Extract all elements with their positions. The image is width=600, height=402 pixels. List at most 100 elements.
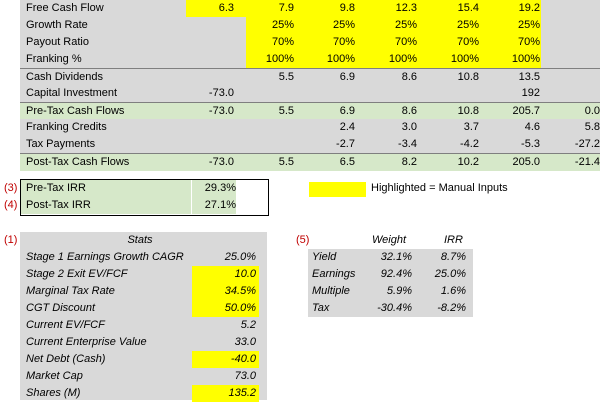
breakdown-irr[interactable]: 1.6% bbox=[440, 285, 466, 297]
cell-value[interactable]: 100% bbox=[511, 53, 540, 65]
cell-value[interactable]: 100% bbox=[450, 53, 479, 65]
cell-value[interactable]: 25% bbox=[456, 19, 479, 31]
input-highlight bbox=[246, 51, 541, 68]
cell-value[interactable]: -73.0 bbox=[208, 105, 234, 117]
cell-value[interactable]: 100% bbox=[326, 53, 355, 65]
cell-value[interactable]: 12.3 bbox=[395, 2, 417, 14]
cell-value[interactable]: 100% bbox=[388, 53, 417, 65]
cell-value[interactable]: 70% bbox=[271, 36, 294, 48]
stat-label: Stage 2 Exit EV/FCF bbox=[26, 268, 128, 280]
cell-value[interactable]: 5.8 bbox=[584, 121, 600, 133]
cell-value[interactable]: 0.0 bbox=[584, 105, 600, 117]
cell-value[interactable]: 19.2 bbox=[518, 2, 540, 14]
stat-input[interactable]: -40.0 bbox=[192, 351, 259, 368]
cell-value[interactable]: 5.5 bbox=[278, 156, 294, 168]
post-tax-irr-label[interactable]: Post-Tax IRR bbox=[21, 197, 191, 214]
cell-value[interactable]: 70% bbox=[456, 36, 479, 48]
cell-value[interactable]: 3.7 bbox=[463, 121, 479, 133]
pre-tax-irr-label[interactable]: Pre-Tax IRR bbox=[21, 180, 191, 197]
cell-value[interactable]: 192 bbox=[521, 87, 540, 99]
stat-input[interactable]: 10.0 bbox=[192, 266, 259, 283]
cell-value[interactable]: 205.0 bbox=[512, 156, 540, 168]
row-label: Franking Credits bbox=[26, 121, 107, 133]
row-label: Tax Payments bbox=[26, 138, 96, 150]
cell-value[interactable] bbox=[186, 69, 234, 86]
cell-value[interactable]: 25% bbox=[394, 19, 417, 31]
cell-value[interactable] bbox=[552, 0, 600, 17]
cell-value[interactable]: 70% bbox=[332, 36, 355, 48]
cell-value[interactable]: 5.5 bbox=[278, 105, 294, 117]
stat-value[interactable]: 5.2 bbox=[240, 319, 256, 331]
cell-value[interactable] bbox=[186, 17, 234, 34]
row-label: Free Cash Flow bbox=[26, 2, 104, 14]
breakdown-irr[interactable]: 25.0% bbox=[434, 268, 466, 280]
cell-value[interactable]: 8.2 bbox=[401, 156, 417, 168]
stat-value[interactable]: 33.0 bbox=[234, 336, 256, 348]
breakdown-weight[interactable]: -30.4% bbox=[377, 302, 412, 314]
cell-value[interactable]: 9.8 bbox=[339, 2, 355, 14]
breakdown-weight[interactable]: 5.9% bbox=[386, 285, 412, 297]
cell-value[interactable] bbox=[246, 136, 294, 153]
cell-value[interactable]: -3.4 bbox=[398, 138, 417, 150]
cell-value[interactable]: 6.9 bbox=[339, 105, 355, 117]
cell-value[interactable] bbox=[186, 34, 234, 51]
cell-value[interactable]: 8.6 bbox=[401, 71, 417, 83]
cell-value[interactable]: -21.4 bbox=[574, 156, 600, 168]
cell-value[interactable] bbox=[552, 51, 600, 68]
cell-value[interactable]: -5.3 bbox=[521, 138, 540, 150]
cell-value[interactable]: 4.6 bbox=[524, 121, 540, 133]
stat-value[interactable]: 73.0 bbox=[234, 370, 256, 382]
cell-value[interactable] bbox=[307, 85, 355, 102]
stat-input[interactable]: 135.2 bbox=[192, 385, 259, 402]
cell-value[interactable]: 205.7 bbox=[512, 105, 540, 117]
cell-value[interactable]: 70% bbox=[517, 36, 540, 48]
breakdown-weight[interactable]: 92.4% bbox=[380, 268, 412, 280]
ref-5: (5) bbox=[296, 234, 310, 246]
cell-value[interactable] bbox=[369, 85, 417, 102]
cell-value[interactable]: 3.0 bbox=[401, 121, 417, 133]
cell-value[interactable]: -73.0 bbox=[208, 87, 234, 99]
stat-input[interactable]: 50.0% bbox=[192, 300, 259, 317]
row-label: Payout Ratio bbox=[26, 36, 89, 48]
cell-value[interactable] bbox=[552, 17, 600, 34]
cell-value[interactable]: -27.2 bbox=[574, 138, 600, 150]
breakdown-irr[interactable]: 8.7% bbox=[440, 251, 466, 263]
cell-value[interactable]: 70% bbox=[394, 36, 417, 48]
ref-1: (1) bbox=[4, 234, 18, 246]
cell-value[interactable] bbox=[552, 69, 600, 86]
cell-value[interactable] bbox=[186, 51, 234, 68]
cell-value[interactable] bbox=[552, 34, 600, 51]
cell-value[interactable] bbox=[246, 119, 294, 136]
cell-value[interactable]: 7.9 bbox=[278, 2, 294, 14]
pre-tax-irr-value[interactable]: 29.3% bbox=[192, 180, 236, 197]
stat-value[interactable]: 25.0% bbox=[224, 251, 256, 263]
cell-value[interactable] bbox=[431, 85, 479, 102]
post-tax-irr-value[interactable]: 27.1% bbox=[192, 197, 236, 214]
cell-value[interactable]: 5.5 bbox=[278, 71, 294, 83]
cell-value[interactable] bbox=[186, 119, 234, 136]
cell-value[interactable]: 25% bbox=[517, 19, 540, 31]
cell-value[interactable]: 10.2 bbox=[457, 156, 479, 168]
cell-value[interactable] bbox=[552, 85, 600, 102]
stat-input[interactable]: 34.5% bbox=[192, 283, 259, 300]
cell-value[interactable]: 25% bbox=[332, 19, 355, 31]
cell-value[interactable]: 6.5 bbox=[339, 156, 355, 168]
cell-value[interactable] bbox=[246, 85, 294, 102]
cell-value[interactable]: 8.6 bbox=[401, 105, 417, 117]
cell-value[interactable]: 2.4 bbox=[339, 121, 355, 133]
cell-value[interactable]: 6.9 bbox=[339, 71, 355, 83]
cell-value[interactable] bbox=[186, 136, 234, 153]
cell-value[interactable]: -73.0 bbox=[208, 156, 234, 168]
cell-value[interactable]: 6.3 bbox=[218, 2, 234, 14]
cell-value[interactable]: 100% bbox=[265, 53, 294, 65]
cell-value[interactable]: 25% bbox=[271, 19, 294, 31]
cell-value[interactable]: -4.2 bbox=[460, 138, 479, 150]
breakdown-weight[interactable]: 32.1% bbox=[380, 251, 412, 263]
cell-value[interactable]: -2.7 bbox=[336, 138, 355, 150]
table-row: Franking % 100% 100% 100% 100% 100% bbox=[20, 51, 600, 68]
cell-value[interactable]: 15.4 bbox=[457, 2, 479, 14]
cell-value[interactable]: 10.8 bbox=[457, 105, 479, 117]
cell-value[interactable]: 13.5 bbox=[518, 71, 540, 83]
breakdown-irr[interactable]: -8.2% bbox=[437, 302, 466, 314]
cell-value[interactable]: 10.8 bbox=[457, 71, 479, 83]
